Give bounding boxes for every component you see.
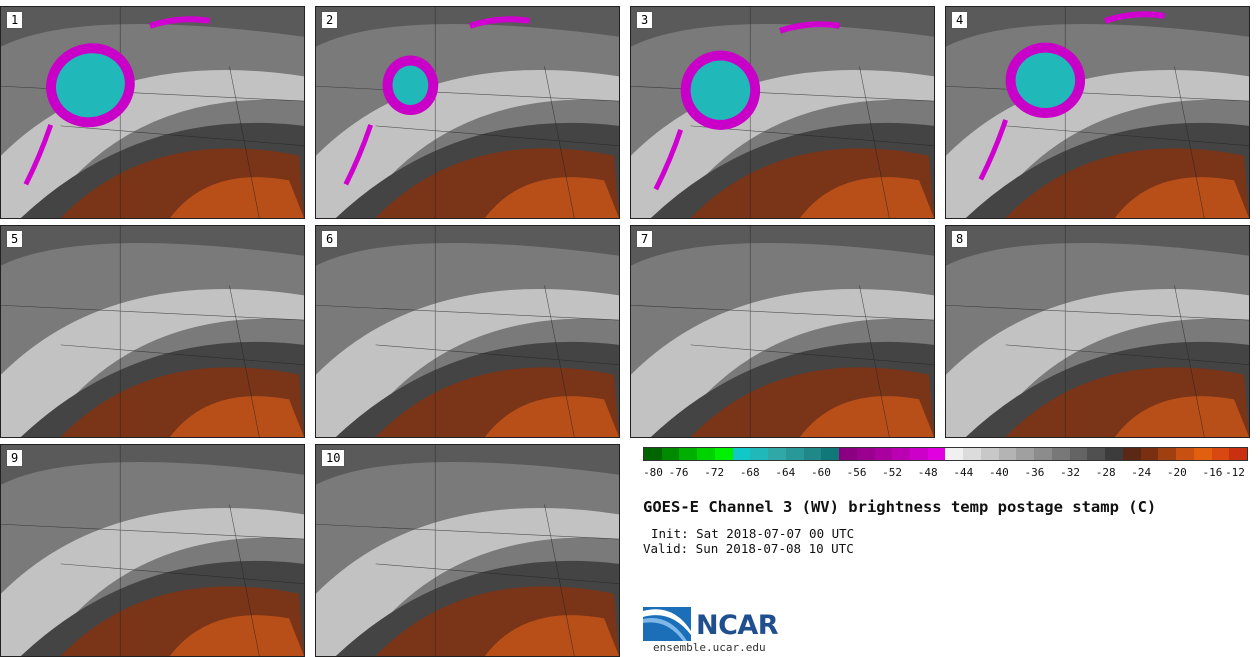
wv-map [946,226,1249,437]
colorbar-segment [1211,448,1230,460]
colorbar-segment [750,448,769,460]
panel-number-label: 9 [6,449,24,467]
colorbar-tick-label: -24 [1131,466,1152,479]
panel-number-label: 2 [321,11,339,29]
colorbar-segment [714,448,733,460]
colorbar-segment [910,448,928,460]
stamp-panel-5: 5 [0,225,305,438]
colorbar-segment [945,448,964,460]
wv-map [1,7,304,218]
colorbar-segment [1016,448,1035,460]
colorbar-segment [1105,448,1123,460]
wv-map [1,445,304,656]
colorbar-tick-label: -80 [643,466,663,479]
panel-number-label: 5 [6,230,24,248]
wv-map [316,7,619,218]
colorbar-segment [839,448,857,460]
colorbar-tick-label: -40 [988,466,1009,479]
colorbar-tick-label: -12 [1225,466,1245,479]
stamp-panel-6: 6 [315,225,620,438]
colorbar-segment [874,448,893,460]
colorbar-segment [1158,448,1177,460]
colorbar-segment [1034,448,1052,460]
colorbar-tick-label: -52 [882,466,903,479]
colorbar-segment [1176,448,1194,460]
colorbar-tick-label: -76 [668,466,689,479]
init-time: Init: Sat 2018-07-07 00 UTC [651,526,855,541]
colorbar-tick-label: -60 [811,466,831,479]
colorbar-tick-label: -56 [846,466,867,479]
panel-number-label: 10 [321,449,346,467]
colorbar-segment [697,448,715,460]
colorbar-tick-label: -36 [1024,466,1045,479]
colorbar-tick-label: -20 [1166,466,1187,479]
colorbar-tick-label: -44 [953,466,974,479]
colorbar-tick-label: -16 [1202,466,1223,479]
wv-map [631,7,934,218]
colorbar-segment [856,448,875,460]
stamp-panel-4: 4 [945,6,1250,219]
colorbar-segment [1122,448,1141,460]
site-url: ensemble.ucar.edu [653,641,766,654]
panel-number-label: 4 [951,11,969,29]
panel-number-label: 8 [951,230,969,248]
colorbar-segment [1140,448,1159,460]
colorbar-segment [1229,448,1247,460]
stamp-panel-3: 3 [630,6,935,219]
colorbar-segment [1193,448,1212,460]
colorbar-segment [998,448,1017,460]
ncar-logo-icon [643,607,691,641]
colorbar-segment [768,448,786,460]
colorbar-segment [785,448,804,460]
colorbar-segment [927,448,946,460]
colorbar-segment [892,448,911,460]
colorbar-tick-label: -48 [917,466,938,479]
colorbar-segment [1069,448,1088,460]
colorbar-tick-label: -64 [775,466,796,479]
panel-number-label: 6 [321,230,339,248]
colorbar-segment [1051,448,1070,460]
stamp-panel-8: 8 [945,225,1250,438]
colorbar-tick-label: -28 [1095,466,1116,479]
wv-map [1,226,304,437]
colorbar-segment [661,448,680,460]
colorbar-segment [821,448,840,460]
panel-number-label: 7 [636,230,654,248]
wv-map [316,445,619,656]
colorbar-segment [644,448,662,460]
stamp-panel-7: 7 [630,225,935,438]
colorbar-segment [963,448,981,460]
logo-text: NCAR [696,610,779,641]
figure-title: GOES-E Channel 3 (WV) brightness temp po… [643,498,1157,516]
colorbar-ticks: -80 -76 -72 -68 -64 -60 -56 -52 -48 -44 -40 -36 -32 -… [643,466,1248,480]
wv-map [946,7,1249,218]
colorbar [643,447,1248,461]
stamp-panel-9: 9 [0,444,305,657]
panel-number-label: 3 [636,11,654,29]
wv-map [631,226,934,437]
colorbar-tick-label: -32 [1060,466,1080,479]
colorbar-segment [980,448,999,460]
colorbar-tick-label: -68 [739,466,760,479]
colorbar-segment [803,448,822,460]
valid-time: Valid: Sun 2018-07-08 10 UTC [643,541,854,556]
panel-number-label: 1 [6,11,24,29]
stamp-panel-2: 2 [315,6,620,219]
colorbar-segment [1087,448,1106,460]
colorbar-segment [679,448,698,460]
stamp-panel-1: 1 [0,6,305,219]
colorbar-tick-label: -72 [704,466,725,479]
stamp-panel-10: 10 [315,444,620,657]
colorbar-segment [732,448,751,460]
wv-map [316,226,619,437]
